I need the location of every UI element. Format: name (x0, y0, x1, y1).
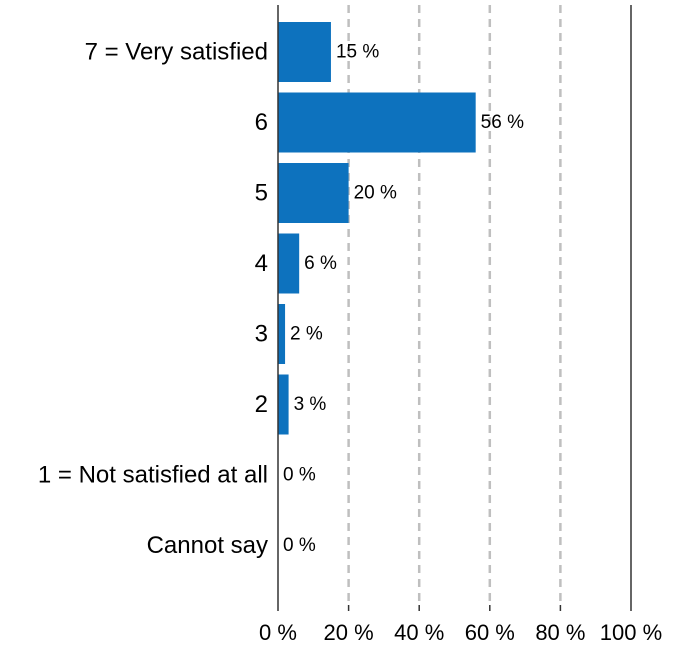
bars (278, 22, 476, 435)
data-label: 56 % (481, 112, 524, 133)
value-labels: 15 % 56 % 20 % 6 % 2 % 3 % 0 % 0 % (283, 42, 524, 557)
x-tick-label: 100 % (600, 620, 662, 645)
category-label: 7 = Very satisfied (85, 39, 268, 66)
data-label: 20 % (354, 183, 397, 204)
data-label: 15 % (336, 42, 379, 63)
bar-2 (278, 92, 476, 153)
axes (277, 5, 632, 611)
category-label: 3 (255, 321, 268, 348)
category-label: 2 (255, 391, 268, 418)
data-label: 2 % (290, 324, 323, 345)
bar-1 (278, 22, 331, 82)
x-tick-label: 40 % (394, 620, 444, 645)
x-tick-labels: 0 % 20 % 40 % 60 % 80 % 100 % (259, 620, 662, 645)
bar-3 (278, 163, 349, 223)
x-tick-label: 80 % (535, 620, 585, 645)
bar-5 (278, 304, 286, 364)
category-label: 6 (255, 109, 268, 136)
x-tick-label: 0 % (259, 620, 297, 645)
bar-4 (278, 233, 300, 294)
category-label: 1 = Not satisfied at all (38, 462, 268, 489)
x-tick-label: 60 % (465, 620, 515, 645)
x-tick-label: 20 % (324, 620, 374, 645)
category-label: 4 (255, 250, 268, 277)
data-label: 0 % (283, 535, 316, 556)
data-label: 0 % (283, 465, 316, 486)
bar-6 (278, 374, 289, 435)
data-label: 3 % (294, 394, 327, 415)
category-label: 5 (255, 180, 268, 207)
data-label: 6 % (304, 253, 337, 274)
category-label: Cannot say (147, 532, 268, 559)
category-labels: 7 = Very satisfied 6 5 4 3 2 1 = Not satisfied… (38, 39, 268, 560)
